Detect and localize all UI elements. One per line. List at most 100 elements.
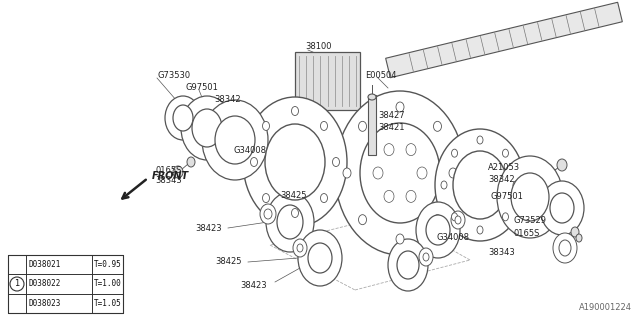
Text: A21053: A21053: [488, 163, 520, 172]
Ellipse shape: [173, 166, 183, 178]
Ellipse shape: [181, 96, 233, 160]
Text: T=1.00: T=1.00: [94, 279, 122, 289]
Ellipse shape: [368, 94, 376, 100]
Ellipse shape: [384, 190, 394, 202]
Ellipse shape: [441, 181, 447, 189]
Text: G34008: G34008: [233, 146, 266, 155]
Ellipse shape: [417, 167, 427, 179]
Text: 0165S: 0165S: [155, 165, 181, 174]
Ellipse shape: [452, 149, 458, 157]
Ellipse shape: [540, 181, 584, 235]
Ellipse shape: [298, 230, 342, 286]
Ellipse shape: [435, 129, 525, 241]
Ellipse shape: [396, 102, 404, 112]
Ellipse shape: [416, 202, 460, 258]
Ellipse shape: [262, 194, 269, 203]
Text: D038021: D038021: [28, 260, 60, 269]
Text: G97501: G97501: [185, 83, 218, 92]
Text: 38421: 38421: [378, 123, 404, 132]
Ellipse shape: [433, 215, 442, 225]
Ellipse shape: [388, 239, 428, 291]
Ellipse shape: [433, 121, 442, 131]
Ellipse shape: [373, 167, 383, 179]
Ellipse shape: [293, 239, 307, 257]
Ellipse shape: [423, 253, 429, 261]
Text: D038023: D038023: [28, 299, 60, 308]
Ellipse shape: [291, 209, 298, 218]
Ellipse shape: [396, 234, 404, 244]
Text: 38342: 38342: [214, 94, 241, 103]
Ellipse shape: [571, 227, 579, 237]
Ellipse shape: [406, 190, 416, 202]
Ellipse shape: [321, 194, 328, 203]
Text: 38342: 38342: [488, 174, 515, 183]
Ellipse shape: [559, 240, 571, 256]
Ellipse shape: [343, 168, 351, 178]
Ellipse shape: [513, 181, 519, 189]
Ellipse shape: [165, 96, 201, 140]
Text: G73530: G73530: [157, 70, 190, 79]
Text: A190001224: A190001224: [579, 303, 632, 312]
Ellipse shape: [360, 123, 440, 223]
Text: 38100: 38100: [305, 42, 332, 51]
Ellipse shape: [187, 157, 195, 167]
Ellipse shape: [335, 91, 465, 255]
Ellipse shape: [449, 168, 457, 178]
Circle shape: [10, 277, 24, 291]
Text: D038022: D038022: [28, 279, 60, 289]
Ellipse shape: [192, 109, 222, 147]
Ellipse shape: [260, 204, 276, 224]
Text: 38427: 38427: [378, 110, 404, 119]
Ellipse shape: [202, 100, 268, 180]
Ellipse shape: [262, 121, 269, 131]
Bar: [295, 52, 360, 110]
Text: T=0.95: T=0.95: [94, 260, 122, 269]
Text: 38343: 38343: [488, 247, 515, 257]
Ellipse shape: [426, 215, 450, 245]
Text: 38425: 38425: [215, 258, 241, 267]
Ellipse shape: [358, 121, 367, 131]
Ellipse shape: [321, 121, 328, 131]
Ellipse shape: [477, 136, 483, 144]
Ellipse shape: [550, 193, 574, 223]
Ellipse shape: [453, 151, 507, 219]
Text: 38423: 38423: [240, 281, 267, 290]
Ellipse shape: [243, 97, 347, 227]
Ellipse shape: [264, 209, 272, 219]
Text: 38343: 38343: [155, 175, 182, 185]
Text: T=1.05: T=1.05: [94, 299, 122, 308]
Ellipse shape: [502, 213, 508, 221]
Ellipse shape: [277, 205, 303, 239]
Ellipse shape: [553, 233, 577, 263]
Ellipse shape: [455, 216, 461, 224]
Ellipse shape: [497, 156, 563, 238]
Ellipse shape: [557, 159, 567, 171]
Text: 0165S: 0165S: [513, 228, 540, 237]
Ellipse shape: [511, 173, 549, 221]
Ellipse shape: [265, 124, 325, 200]
Text: E00504: E00504: [365, 70, 397, 79]
Text: G34008: G34008: [436, 233, 469, 242]
Ellipse shape: [297, 244, 303, 252]
Ellipse shape: [308, 243, 332, 273]
Ellipse shape: [477, 226, 483, 234]
Text: 1: 1: [14, 279, 20, 289]
Bar: [8, 255, 123, 313]
Text: 38425: 38425: [280, 190, 307, 199]
Ellipse shape: [419, 248, 433, 266]
Ellipse shape: [384, 144, 394, 156]
Text: FRONT: FRONT: [152, 171, 189, 181]
Text: G73529: G73529: [513, 215, 546, 225]
Ellipse shape: [250, 157, 257, 166]
Ellipse shape: [266, 192, 314, 252]
Ellipse shape: [576, 234, 582, 242]
Bar: [368, 95, 376, 155]
Polygon shape: [386, 2, 622, 78]
Ellipse shape: [502, 149, 508, 157]
Ellipse shape: [291, 107, 298, 116]
Ellipse shape: [333, 157, 339, 166]
Ellipse shape: [451, 211, 465, 229]
Ellipse shape: [215, 116, 255, 164]
Text: 38423: 38423: [195, 223, 221, 233]
Ellipse shape: [452, 213, 458, 221]
